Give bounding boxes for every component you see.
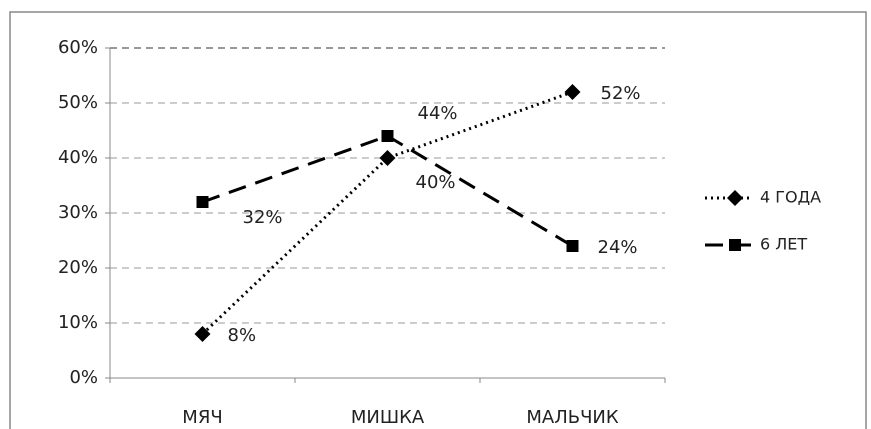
legend-label: 4 ГОДА [760, 188, 821, 207]
chart-frame [9, 11, 867, 429]
marker [729, 239, 741, 251]
marker [379, 150, 396, 166]
marker [196, 196, 209, 208]
data-label: 8% [228, 325, 257, 346]
y-tick-label: 30% [58, 202, 98, 223]
marker [194, 326, 211, 342]
data-label: 52% [601, 83, 641, 104]
y-tick-label: 20% [58, 257, 98, 278]
legend-label: 6 ЛЕТ [760, 235, 807, 254]
marker [564, 84, 581, 100]
marker [727, 190, 743, 206]
data-label: 32% [243, 207, 283, 228]
data-label: 40% [416, 172, 456, 193]
data-label: 44% [418, 103, 458, 124]
series-line [201, 90, 574, 336]
y-tick-label: 0% [69, 367, 98, 388]
x-tick-label: МИШКА [351, 407, 425, 428]
y-tick-label: 50% [58, 92, 98, 113]
y-tick-label: 40% [58, 147, 98, 168]
y-tick-label: 10% [58, 312, 98, 333]
marker [566, 240, 579, 252]
data-label: 24% [598, 237, 638, 258]
y-tick-label: 60% [58, 37, 98, 58]
marker [381, 130, 394, 142]
x-tick-label: МАЛЬЧИК [526, 407, 619, 428]
x-tick-label: МЯЧ [182, 407, 222, 428]
